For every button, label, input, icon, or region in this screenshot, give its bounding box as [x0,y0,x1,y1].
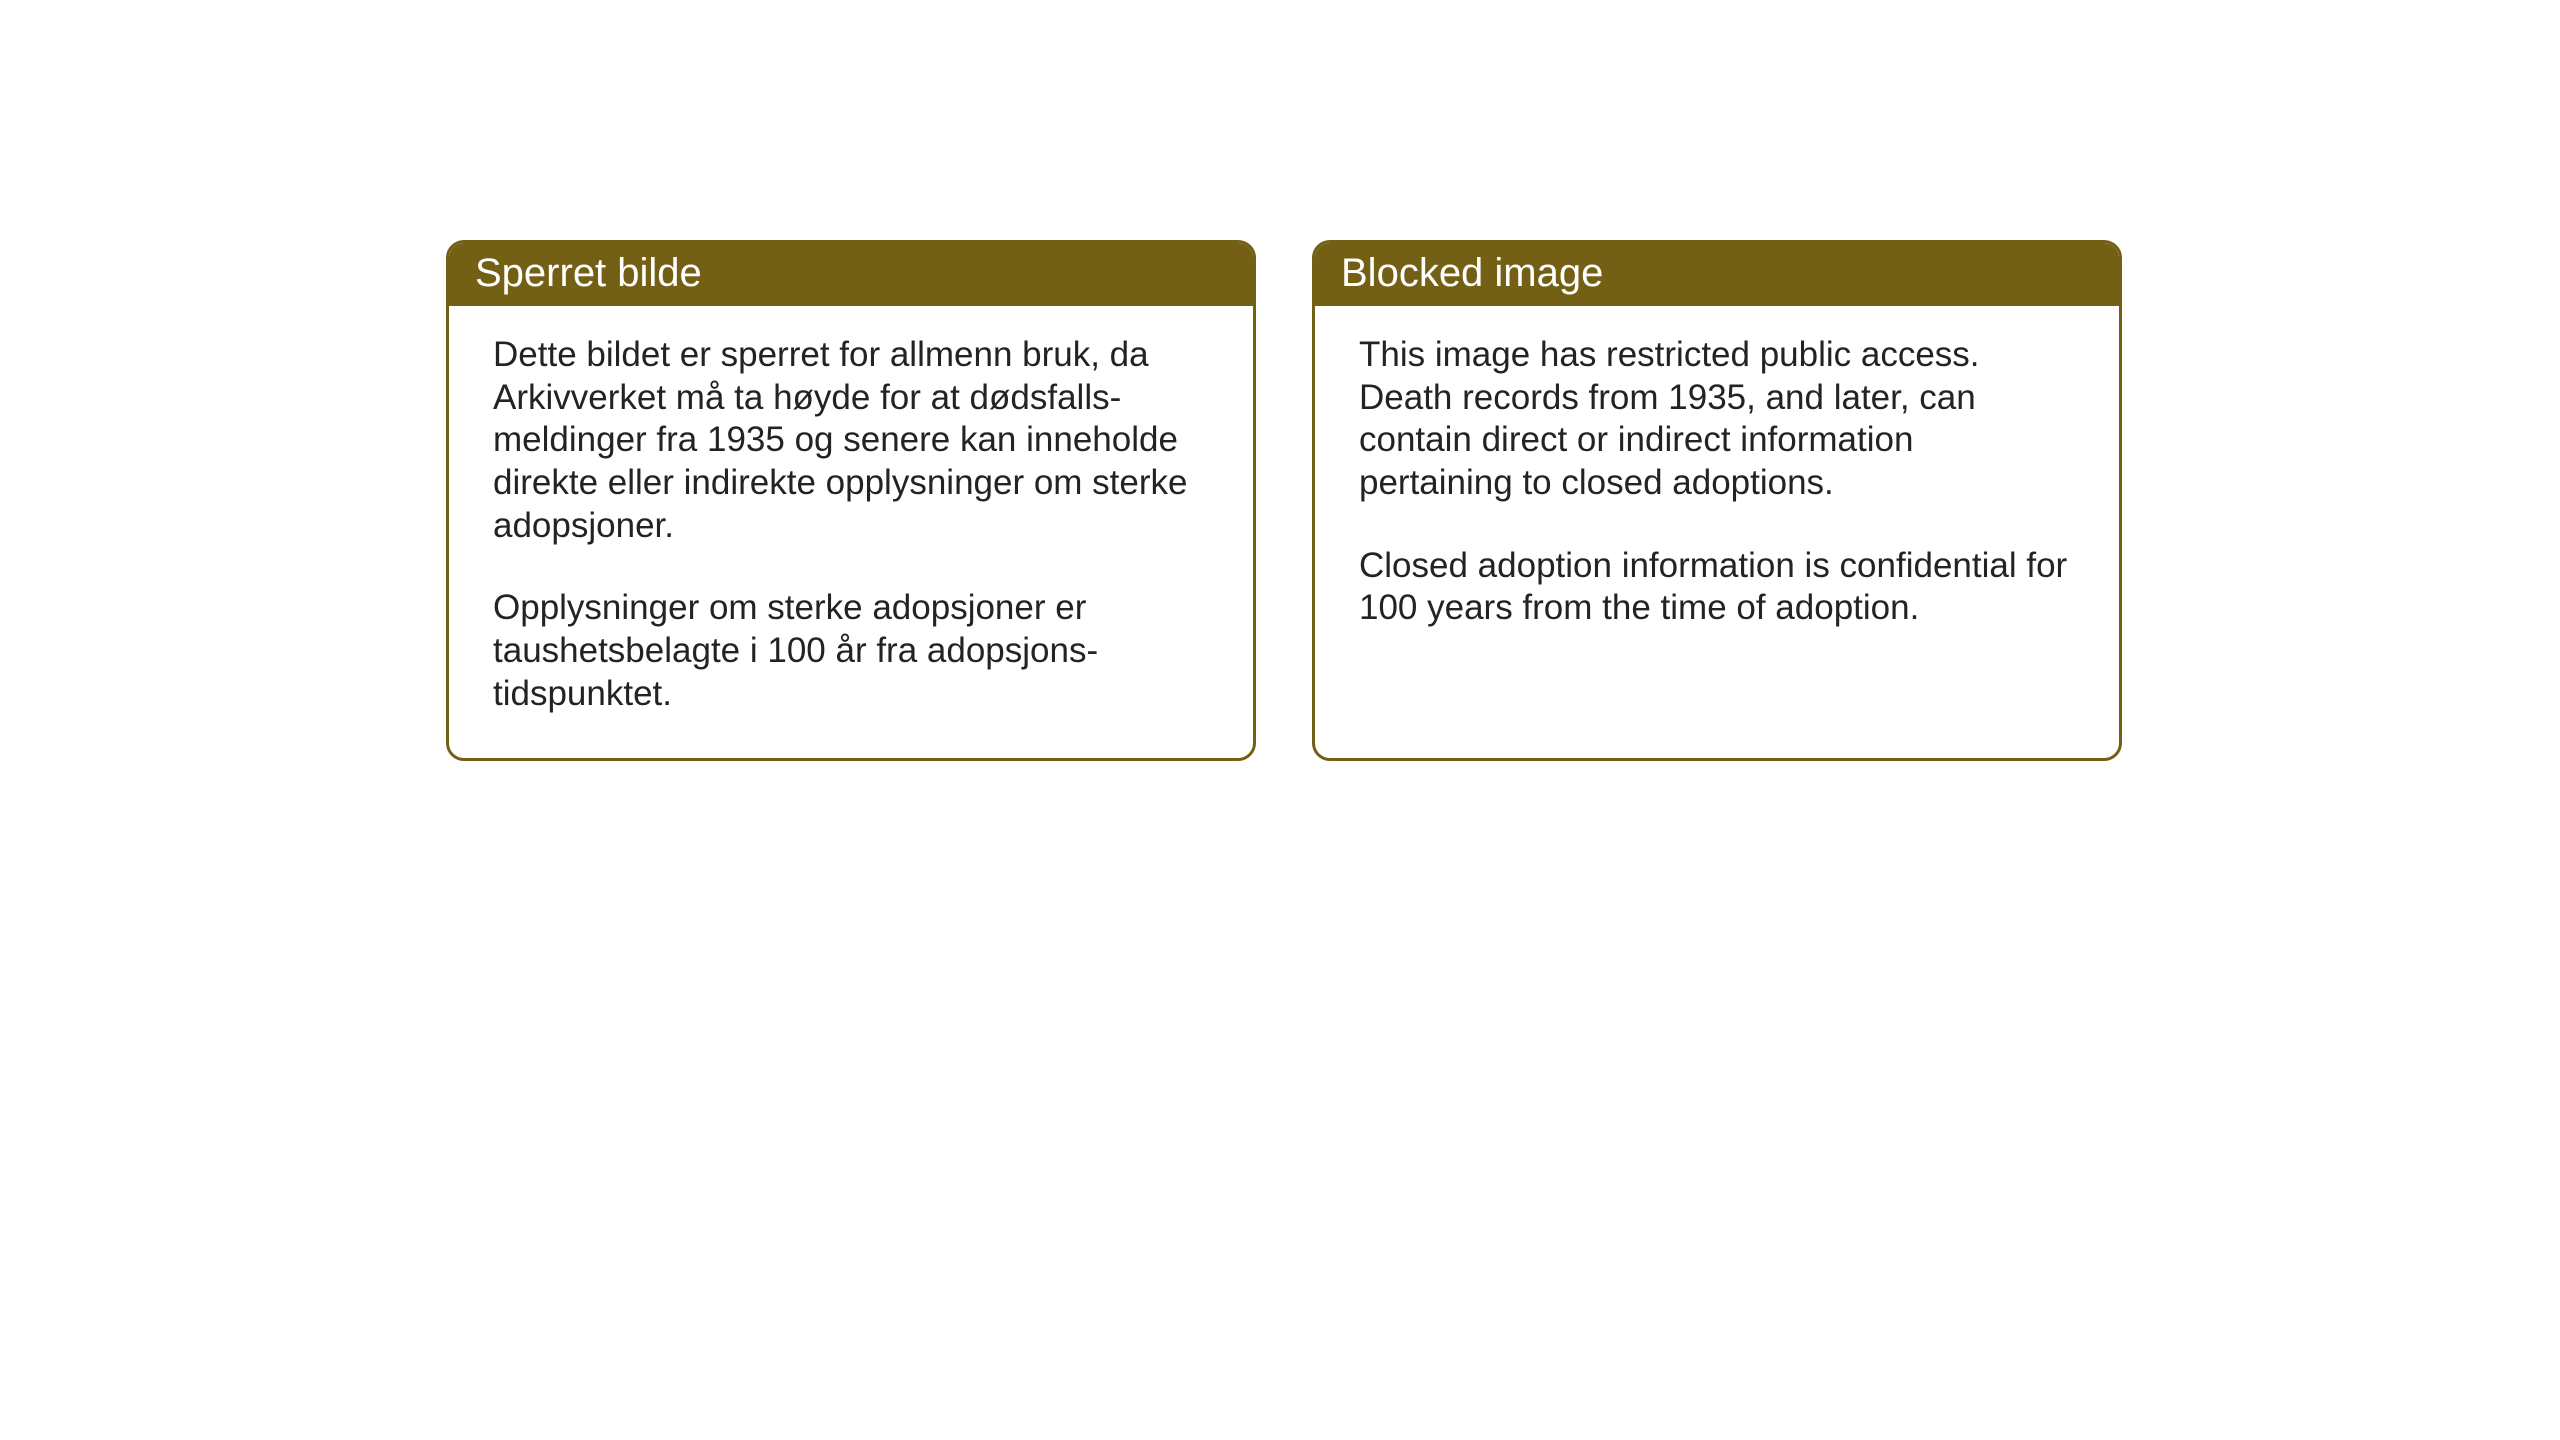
norwegian-paragraph-1: Dette bildet er sperret for allmenn bruk… [493,334,1209,547]
norwegian-notice-card: Sperret bilde Dette bildet er sperret fo… [446,240,1256,761]
norwegian-card-title: Sperret bilde [449,243,1253,306]
norwegian-paragraph-2: Opplysninger om sterke adopsjoner er tau… [493,587,1209,715]
english-card-body: This image has restricted public access.… [1315,306,2119,712]
english-paragraph-2: Closed adoption information is confident… [1359,545,2075,630]
english-card-title: Blocked image [1315,243,2119,306]
notice-cards-container: Sperret bilde Dette bildet er sperret fo… [446,240,2122,761]
norwegian-card-body: Dette bildet er sperret for allmenn bruk… [449,306,1253,758]
english-notice-card: Blocked image This image has restricted … [1312,240,2122,761]
english-paragraph-1: This image has restricted public access.… [1359,334,2075,505]
